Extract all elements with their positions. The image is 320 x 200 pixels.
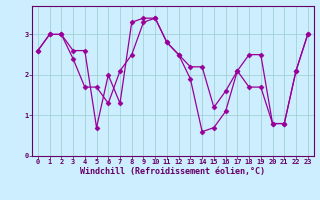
X-axis label: Windchill (Refroidissement éolien,°C): Windchill (Refroidissement éolien,°C) (80, 167, 265, 176)
